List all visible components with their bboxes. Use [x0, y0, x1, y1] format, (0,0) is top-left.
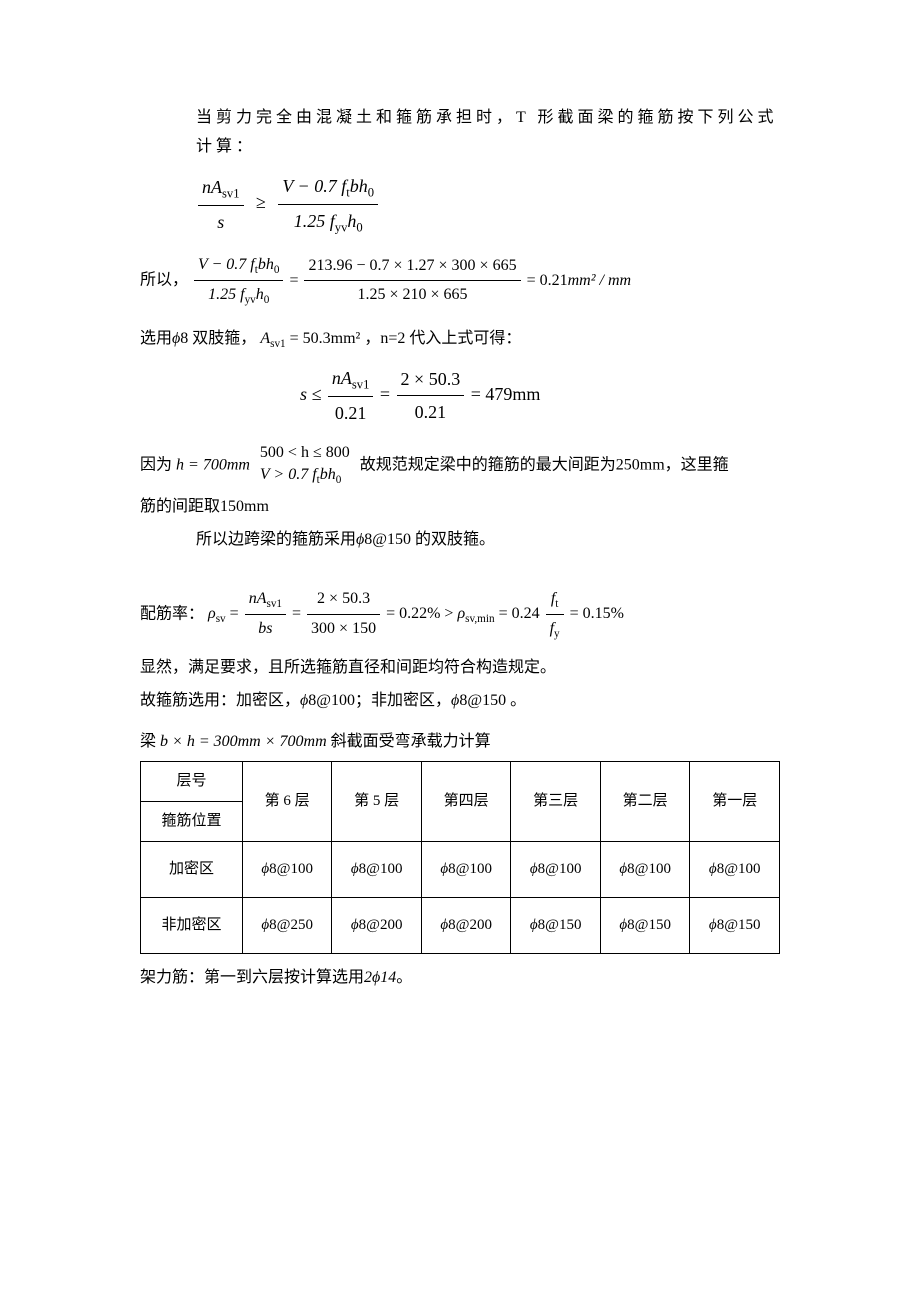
cell-r1c3: ϕ8@100 [421, 841, 511, 897]
select-stirrup: 选用ϕ8 双肢箍， Asv1 = 50.3mm² ，n=2 代入上式可得： [140, 325, 780, 354]
formula-2-line: 所以， V − 0.7 ftbh0 1.25 fyvh0 = 213.96 − … [140, 251, 780, 311]
cell-r1c5: ϕ8@100 [600, 841, 690, 897]
stirrup-table: 层号 第 6 层 第 5 层 第四层 第三层 第二层 第一层 箍筋位置 加密区 … [140, 761, 780, 954]
header-pos: 箍筋位置 [141, 801, 243, 841]
formula-1: nAsv1 s ≥ V − 0.7 ftbh0 1.25 fyvh0 [196, 170, 780, 240]
side-span-line: 所以边跨梁的箍筋采用ϕ8@150 的双肢箍。 [196, 526, 780, 555]
cell-r1c6: ϕ8@100 [690, 841, 780, 897]
row-label-nondense: 非加密区 [141, 897, 243, 953]
obvious-line: 显然，满足要求，且所选箍筋直径和间距均符合构造规定。 [140, 654, 780, 683]
cell-r2c5: ϕ8@150 [600, 897, 690, 953]
cell-r2c4: ϕ8@150 [511, 897, 601, 953]
ratio-line: 配筋率： ρsv = nAsv1 bs = 2 × 50.3 300 × 150… [140, 585, 780, 645]
cell-r2c1: ϕ8@250 [242, 897, 332, 953]
header-4: 第四层 [421, 761, 511, 841]
header-6: 第 6 层 [242, 761, 332, 841]
frame-bar-line: 架力筋：第一到六层按计算选用2ϕ14。 [140, 964, 780, 993]
table-header-row-1: 层号 第 6 层 第 5 层 第四层 第三层 第二层 第一层 [141, 761, 780, 801]
spacing-line: 筋的间距取150mm [140, 493, 780, 522]
row-label-dense: 加密区 [141, 841, 243, 897]
cell-r2c6: ϕ8@150 [690, 897, 780, 953]
header-3: 第三层 [511, 761, 601, 841]
table-row-dense: 加密区 ϕ8@100 ϕ8@100 ϕ8@100 ϕ8@100 ϕ8@100 ϕ… [141, 841, 780, 897]
select-line: 故箍筋选用：加密区，ϕ8@100；非加密区，ϕ8@150 。 [140, 687, 780, 716]
formula-3: s ≤ nAsv1 0.21 = 2 × 50.3 0.21 = 479mm [300, 362, 780, 430]
intro-text: 当剪力完全由混凝土和箍筋承担时，T 形截面梁的箍筋按下列公式计算： [196, 104, 780, 162]
because-line: 因为 h = 700mm 500 < h ≤ 800 V > 0.7 ftbh0… [140, 442, 780, 489]
table-row-nondense: 非加密区 ϕ8@250 ϕ8@200 ϕ8@200 ϕ8@150 ϕ8@150 … [141, 897, 780, 953]
cell-r1c2: ϕ8@100 [332, 841, 422, 897]
cell-r1c1: ϕ8@100 [242, 841, 332, 897]
header-1: 第一层 [690, 761, 780, 841]
header-floor: 层号 [141, 761, 243, 801]
header-5: 第 5 层 [332, 761, 422, 841]
cell-r2c2: ϕ8@200 [332, 897, 422, 953]
cell-r1c4: ϕ8@100 [511, 841, 601, 897]
table-title: 梁 b × h = 300mm × 700mm 斜截面受弯承载力计算 [140, 728, 780, 757]
header-2: 第二层 [600, 761, 690, 841]
cell-r2c3: ϕ8@200 [421, 897, 511, 953]
